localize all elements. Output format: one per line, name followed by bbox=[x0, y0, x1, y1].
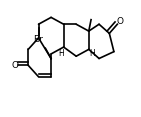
Text: ..: .. bbox=[89, 48, 94, 53]
Text: ..: .. bbox=[59, 48, 63, 53]
Text: O: O bbox=[11, 61, 18, 70]
Text: Br: Br bbox=[34, 35, 43, 44]
Text: H: H bbox=[58, 49, 64, 58]
Text: O: O bbox=[117, 17, 124, 26]
Text: H: H bbox=[89, 49, 94, 58]
